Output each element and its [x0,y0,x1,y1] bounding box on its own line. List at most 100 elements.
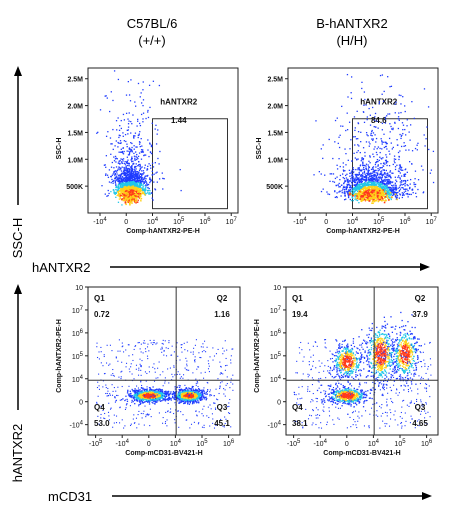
event-dot [145,117,147,120]
event-dot [125,174,127,176]
y-tick-label: 1.5M [67,130,83,137]
event-dot [385,183,387,185]
event-dot [138,394,140,396]
event-dot [110,190,112,193]
event-dot [364,190,366,193]
event-dot [139,395,141,398]
event-dot [332,173,335,175]
event-dot [403,142,405,144]
event-dot [375,137,378,140]
event-dot [342,166,345,168]
event-dot [133,195,135,198]
event-dot [123,150,125,153]
event-dot [371,176,373,179]
event-dot [136,180,139,182]
event-dot [381,197,384,200]
event-dot [389,174,391,176]
event-dot [400,175,403,177]
event-dot [360,200,363,202]
event-dot [387,180,390,182]
event-dot [121,188,123,190]
event-dot [341,192,343,194]
event-dot [135,189,137,191]
event-dot [154,162,156,164]
event-dot [348,183,350,185]
event-dot [114,155,117,158]
event-dot [367,172,370,174]
event-dot [349,190,351,192]
event-dot [138,398,140,401]
event-dot [398,94,400,96]
event-dot [427,106,430,108]
event-dot [357,185,359,188]
event-dot [380,192,383,195]
event-dot [122,132,124,134]
event-dot [124,182,127,184]
event-dot [353,194,356,196]
event-dot [117,201,120,203]
row1-side-arrowhead [14,66,22,76]
event-dot [363,187,366,190]
event-dot [123,119,126,121]
event-dot [386,142,388,145]
event-dot [111,143,113,145]
event-dot [119,192,121,194]
event-dot [141,184,143,186]
event-dot [369,177,372,180]
event-dot [113,190,115,192]
event-dot [108,192,110,195]
event-dot [203,390,205,392]
event-dot [414,178,416,180]
event-dot [366,194,369,197]
event-dot [115,140,117,142]
event-dot [365,185,367,187]
event-dot [119,185,122,188]
event-dot [357,193,359,195]
event-dot [133,178,135,181]
event-dot [118,195,121,198]
event-dot [133,397,135,400]
event-dot [121,166,123,168]
event-dot [403,188,405,190]
event-dot [408,149,410,151]
event-dot [126,184,128,187]
event-dot [406,192,409,195]
event-dot [123,192,125,194]
event-dot [112,189,115,191]
event-dot [335,196,338,198]
event-dot [158,391,160,393]
event-dot [126,198,128,200]
event-dot [397,127,400,130]
event-dot [136,171,138,173]
event-dot [376,192,379,195]
event-dot [144,392,147,394]
event-dot [153,396,155,399]
event-dot [150,391,152,393]
event-dot [128,199,130,201]
event-dot [394,166,397,168]
event-dot [137,395,140,397]
event-dot [137,136,139,139]
event-dot [103,164,106,166]
event-dot [368,187,370,189]
event-dot [143,167,146,169]
event-dot [398,190,400,192]
event-dot [132,195,134,197]
event-dot [150,145,153,148]
event-dot [342,176,344,179]
event-dot [131,181,133,183]
event-dot [389,181,391,183]
event-dot [367,174,369,176]
event-dot [386,187,388,189]
event-dot [143,193,145,195]
event-dot [394,176,397,178]
event-dot [384,199,386,202]
event-dot [165,394,168,396]
event-dot [142,394,144,396]
event-dot [361,188,364,190]
event-dot [127,193,129,195]
event-dot [168,396,171,399]
event-dot [414,185,416,188]
event-dot [144,164,146,166]
event-dot [140,183,143,185]
